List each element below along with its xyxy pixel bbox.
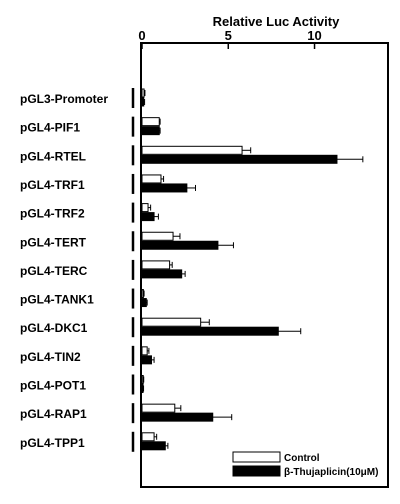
category-label: pGL4-TERC (20, 264, 88, 278)
bar-thujaplicin (141, 97, 145, 107)
bar-control (141, 346, 148, 356)
bar-thujaplicin (141, 240, 219, 250)
x-tick-label: 10 (307, 28, 321, 43)
bar-thujaplicin (141, 212, 155, 222)
bar-thujaplicin (141, 326, 279, 336)
bar-control (141, 403, 176, 413)
category-label: pGL4-TRF2 (20, 207, 85, 221)
category-label: pGL4-DKC1 (20, 321, 88, 335)
category-label: pGL4-POT1 (20, 379, 86, 393)
bar-control (141, 260, 171, 270)
legend-swatch-thujaplicin (232, 465, 281, 477)
bar-control (141, 88, 145, 98)
bar-control (141, 145, 243, 155)
legend: Control β-Thujaplicin(10μM) (232, 451, 378, 478)
x-tick-label: 0 (138, 28, 145, 43)
category-label: pGL3-Promoter (20, 92, 108, 106)
x-axis-ticks: 0 5 10 (138, 28, 322, 49)
category-label: pGL4-TIN2 (20, 350, 81, 364)
bar-control (141, 117, 160, 127)
category-label: pGL4-RTEL (20, 149, 86, 163)
category-label: pGL4-PIF1 (20, 121, 80, 135)
bar-thujaplicin (141, 441, 166, 451)
bar-control (141, 203, 149, 213)
bar-thujaplicin (141, 298, 147, 308)
bar-control (141, 289, 144, 299)
category-label: pGL4-TRF1 (20, 178, 85, 192)
category-labels: pGL3-Promoter pGL4-PIF1 pGL4-RTEL pGL4-TRF1… (20, 88, 135, 452)
category-label: pGL4-RAP1 (20, 407, 87, 421)
bar-thujaplicin (141, 269, 183, 279)
legend-label-control: Control (284, 453, 320, 464)
legend-swatch-control (232, 451, 281, 463)
chart-title: Relative Luc Activity (213, 14, 340, 29)
legend-label-thujaplicin: β-Thujaplicin(10μM) (284, 467, 378, 478)
category-label: pGL4-TPP1 (20, 436, 85, 450)
bar-thujaplicin (141, 183, 188, 193)
bar-thujaplicin (141, 355, 152, 365)
bar-control (141, 375, 144, 384)
bar-control (141, 317, 202, 327)
bar-control (141, 231, 174, 241)
bar-thujaplicin (141, 412, 214, 422)
bar-control (141, 174, 162, 184)
bars (141, 88, 364, 451)
bar-thujaplicin (141, 154, 338, 164)
plot-frame (140, 42, 389, 488)
x-tick-label: 5 (225, 28, 232, 43)
bar-thujaplicin (141, 126, 160, 136)
bar-thujaplicin (141, 384, 144, 393)
bar-control (141, 432, 155, 442)
category-label: pGL4-TANK1 (20, 293, 94, 307)
category-label: pGL4-TERT (20, 235, 87, 249)
